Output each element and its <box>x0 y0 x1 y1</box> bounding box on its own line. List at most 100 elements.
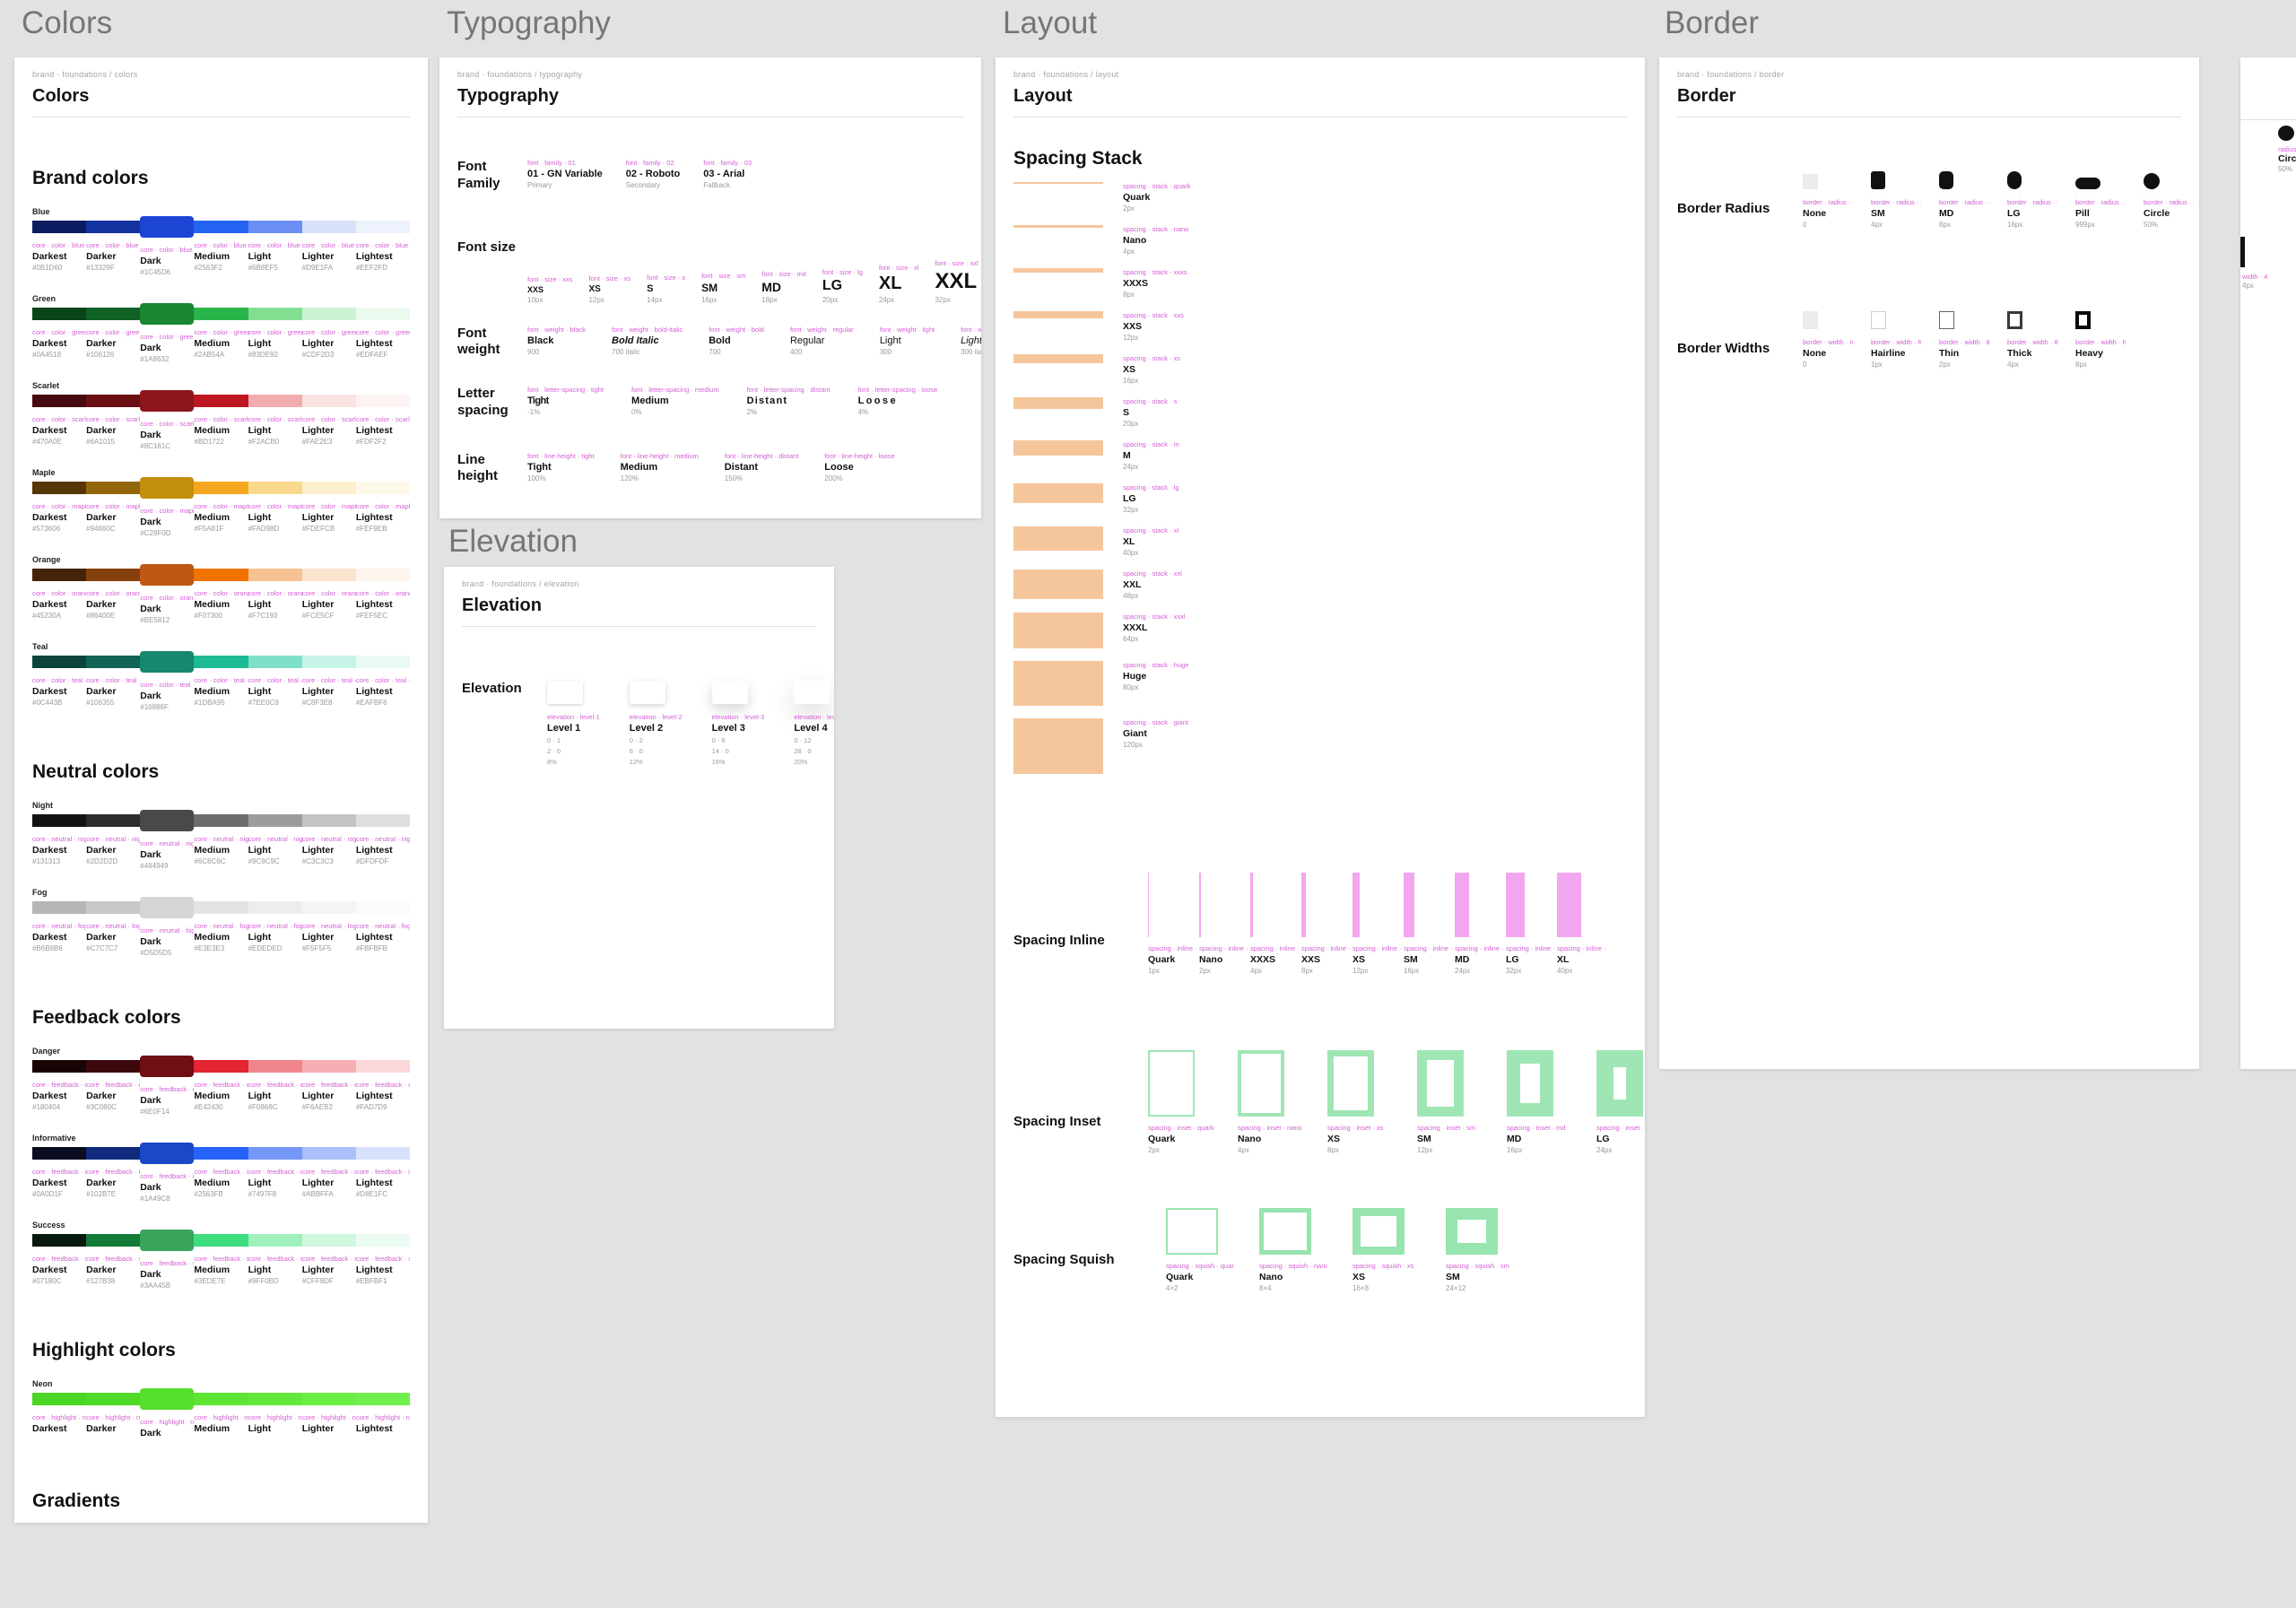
color-swatch[interactable] <box>86 221 141 233</box>
line-height-item[interactable]: font · line-height · tight Tight 100% <box>527 452 599 482</box>
frame-title-layout[interactable]: Layout <box>1003 5 1098 40</box>
frame-title-border[interactable]: Border <box>1665 5 1760 40</box>
color-swatch[interactable] <box>248 569 302 581</box>
color-swatch[interactable] <box>248 1147 302 1160</box>
color-swatch[interactable] <box>355 569 410 581</box>
color-swatch[interactable] <box>32 814 87 827</box>
border-radius-item[interactable]: border · radius · pill Pill 999px <box>2075 166 2126 229</box>
color-swatch[interactable] <box>301 482 356 494</box>
color-swatch[interactable] <box>86 1147 141 1160</box>
font-family-item[interactable]: font · family · 02 02 - Roboto Secondary <box>626 159 681 189</box>
color-swatch[interactable] <box>301 308 356 320</box>
color-swatch[interactable] <box>32 1060 87 1073</box>
elevation-item[interactable]: elevation · level-4 Level 4 0 · 12 28 · … <box>794 681 834 768</box>
font-size-item[interactable]: font · size · sm SM 16px <box>701 272 750 304</box>
color-swatch[interactable] <box>86 395 141 407</box>
color-swatch[interactable] <box>194 482 248 494</box>
color-swatch[interactable] <box>194 1393 248 1405</box>
font-family-item[interactable]: font · family · 03 03 - Arial Fallback <box>703 159 756 189</box>
colors-frame[interactable]: brand · foundations / colors Colors Bran… <box>14 57 428 1523</box>
color-swatch[interactable] <box>140 1143 195 1164</box>
color-swatch[interactable] <box>355 1060 410 1073</box>
spacing-bar[interactable] <box>1013 526 1103 551</box>
spacing-squish-item[interactable]: spacing · squish · xs XS 16×8 <box>1352 1208 1421 1292</box>
color-swatch[interactable] <box>355 656 410 668</box>
color-swatch[interactable] <box>32 1393 87 1405</box>
spacing-squish-item[interactable]: spacing · squish · nano Nano 8×4 <box>1259 1208 1327 1292</box>
elevation-item[interactable]: elevation · level-1 Level 1 0 · 1 2 · 0 … <box>547 681 604 768</box>
border-width-item[interactable]: border · width · hairline Hairline 1px <box>1871 306 1921 369</box>
font-size-item[interactable]: font · size · xxs XXS 10px <box>527 275 577 304</box>
border-radius-item[interactable]: border · radius · md MD 8px <box>1939 166 1989 229</box>
color-swatch[interactable] <box>86 1234 141 1247</box>
color-swatch[interactable] <box>194 395 248 407</box>
letter-spacing-item[interactable]: font · letter-spacing · distant Distant … <box>747 386 835 416</box>
font-size-item[interactable]: font · size · xxl XXL 32px <box>935 259 981 304</box>
spacing-bar[interactable] <box>1013 661 1103 706</box>
spacing-inline-item[interactable]: spacing · inline · nano Nano 2px <box>1199 873 1250 975</box>
line-height-item[interactable]: font · line-height · medium Medium 120% <box>621 452 703 482</box>
color-swatch[interactable] <box>32 1234 87 1247</box>
border-width-item[interactable]: border · width · heavy Heavy 8px <box>2075 306 2126 369</box>
color-swatch[interactable] <box>301 569 356 581</box>
border-width-item[interactable]: border · width · thick Thick 4px <box>2007 306 2057 369</box>
color-swatch[interactable] <box>248 1060 302 1073</box>
border-width-item[interactable]: border · width · thin Thin 2px <box>1939 306 1989 369</box>
color-swatch[interactable] <box>86 656 141 668</box>
spacing-bar[interactable] <box>1013 311 1103 318</box>
spacing-inset-item[interactable]: spacing · inset · xs XS 8px <box>1327 1050 1396 1154</box>
spacing-inline-item[interactable]: spacing · inline · xl XL 40px <box>1557 873 1608 975</box>
spacing-bar[interactable] <box>1013 569 1103 599</box>
color-swatch[interactable] <box>86 569 141 581</box>
color-swatch[interactable] <box>194 1060 248 1073</box>
elevation-item[interactable]: elevation · level-2 Level 2 0 · 2 6 · 0 … <box>629 681 687 768</box>
layout-frame[interactable]: brand · foundations / layout Layout Spac… <box>996 57 1645 1417</box>
color-swatch[interactable] <box>140 216 195 238</box>
color-swatch[interactable] <box>301 1060 356 1073</box>
color-swatch[interactable] <box>86 901 141 914</box>
typography-frame[interactable]: brand · foundations / typography Typogra… <box>439 57 981 518</box>
color-swatch[interactable] <box>194 1147 248 1160</box>
color-swatch[interactable] <box>301 656 356 668</box>
frame-title-colors[interactable]: Colors <box>22 5 113 40</box>
color-swatch[interactable] <box>32 901 87 914</box>
font-weight-item[interactable]: font · weight · black Black 900 <box>527 326 590 356</box>
spacing-inline-item[interactable]: spacing · inline · xs XS 12px <box>1352 873 1404 975</box>
color-swatch[interactable] <box>301 901 356 914</box>
color-swatch[interactable] <box>86 308 141 320</box>
frame-title-typography[interactable]: Typography <box>447 5 611 40</box>
spacing-inline-item[interactable]: spacing · inline · xxs XXS 8px <box>1301 873 1352 975</box>
color-swatch[interactable] <box>140 1056 195 1077</box>
color-swatch[interactable] <box>248 308 302 320</box>
color-swatch[interactable] <box>301 814 356 827</box>
color-swatch[interactable] <box>194 656 248 668</box>
letter-spacing-item[interactable]: font · letter-spacing · loose Loose 4% <box>858 386 943 416</box>
font-size-item[interactable]: font · size · md MD 18px <box>761 270 811 304</box>
font-size-item[interactable]: font · size · xl XL 24px <box>879 264 924 304</box>
letter-spacing-item[interactable]: font · letter-spacing · tight Tight -1% <box>527 386 608 416</box>
color-swatch[interactable] <box>248 1234 302 1247</box>
color-swatch[interactable] <box>86 1393 141 1405</box>
spacing-squish-item[interactable]: spacing · squish · sm SM 24×12 <box>1446 1208 1514 1292</box>
border-radius-item[interactable]: border · radius · none None 0 <box>1803 166 1853 229</box>
color-swatch[interactable] <box>140 1230 195 1251</box>
color-swatch[interactable] <box>140 897 195 918</box>
color-swatch[interactable] <box>140 477 195 499</box>
color-swatch[interactable] <box>32 656 87 668</box>
color-swatch[interactable] <box>355 308 410 320</box>
color-swatch[interactable] <box>140 651 195 673</box>
font-size-item[interactable]: font · size · xs XS 12px <box>588 274 635 304</box>
color-swatch[interactable] <box>140 810 195 831</box>
color-swatch[interactable] <box>32 395 87 407</box>
spacing-bar[interactable] <box>1013 440 1103 456</box>
color-swatch[interactable] <box>32 221 87 233</box>
spacing-inline-item[interactable]: spacing · inline · sm SM 16px <box>1404 873 1455 975</box>
spacing-inline-item[interactable]: spacing · inline · lg LG 32px <box>1506 873 1557 975</box>
color-swatch[interactable] <box>248 221 302 233</box>
spacing-bar[interactable] <box>1013 613 1103 648</box>
color-swatch[interactable] <box>32 482 87 494</box>
spacing-bar[interactable] <box>1013 225 1103 228</box>
color-swatch[interactable] <box>355 814 410 827</box>
color-swatch[interactable] <box>86 814 141 827</box>
spacing-bar[interactable] <box>1013 718 1103 774</box>
